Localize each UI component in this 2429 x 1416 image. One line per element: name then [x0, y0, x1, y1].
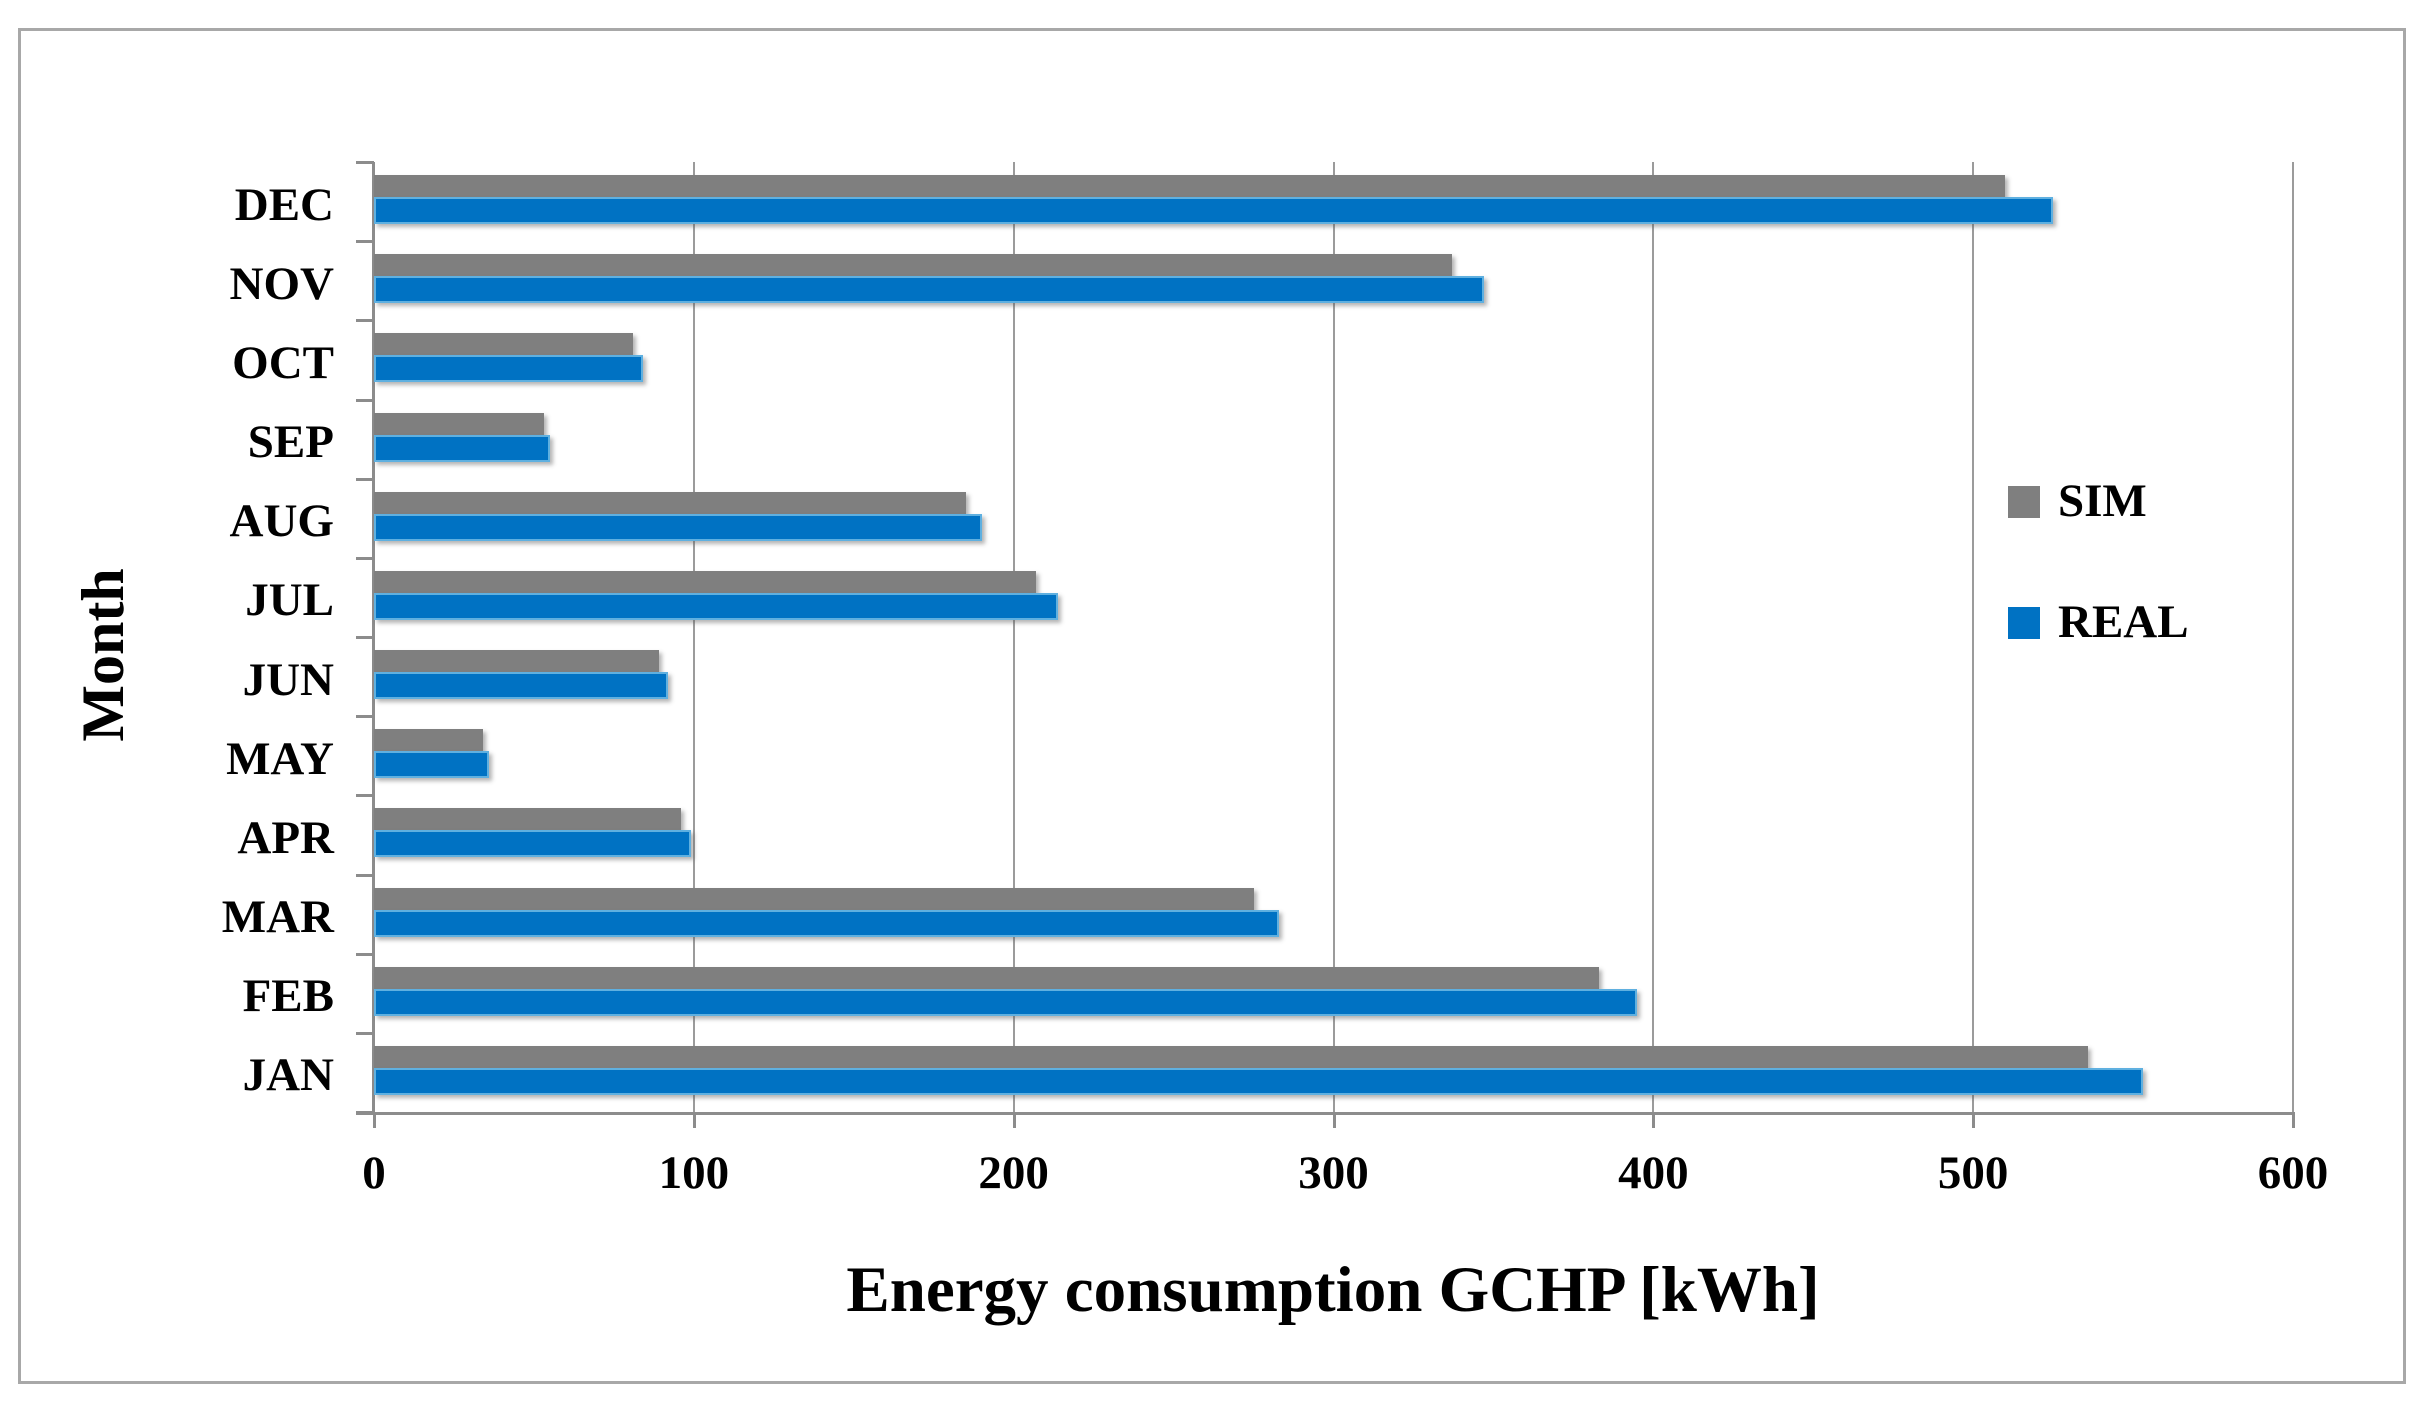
- bar-real-jul: [374, 592, 1059, 620]
- category-label-jan: JAN: [242, 1049, 334, 1102]
- category-label-apr: APR: [237, 811, 334, 864]
- x-tick-300: [1332, 1112, 1336, 1128]
- x-tick-label-600: 600: [2257, 1147, 2329, 1199]
- bar-sim-sep: [374, 412, 544, 435]
- legend-key-real-swatch: [2008, 606, 2040, 639]
- y-tick-6: [356, 636, 374, 639]
- category-label-mar: MAR: [221, 891, 334, 944]
- y-tick-4: [356, 477, 374, 481]
- figure-border: [18, 28, 2406, 1384]
- category-label-jul: JUL: [245, 574, 334, 627]
- bar-sim-jun: [374, 650, 659, 672]
- legend-label-real: REAL: [2058, 596, 2189, 648]
- gridline-600: [2292, 162, 2294, 1112]
- x-axis-line: [356, 1112, 2295, 1115]
- y-tick-7: [356, 715, 374, 719]
- category-label-feb: FEB: [242, 970, 334, 1023]
- gridline-400: [1652, 162, 1655, 1112]
- x-tick-0: [373, 1112, 376, 1128]
- bar-real-aug: [374, 513, 982, 541]
- gridline-200: [1012, 162, 1015, 1112]
- legend-item-sim: SIM: [2008, 478, 2189, 525]
- category-label-may: MAY: [226, 732, 334, 785]
- bar-real-dec: [374, 197, 2054, 224]
- legend-key-sim-swatch: [2008, 485, 2040, 518]
- bar-sim-apr: [374, 808, 682, 831]
- bar-sim-jan: [374, 1045, 2089, 1068]
- y-tick-2: [356, 319, 374, 323]
- bar-real-sep: [374, 434, 550, 462]
- x-tick-label-300: 300: [1298, 1147, 1369, 1199]
- bar-sim-may: [374, 729, 483, 752]
- x-tick-600: [2292, 1112, 2295, 1128]
- bar-sim-mar: [374, 887, 1254, 910]
- gridline-100: [692, 162, 695, 1112]
- legend-label-sim: SIM: [2058, 475, 2147, 527]
- y-tick-12: [356, 1111, 374, 1114]
- y-tick-11: [356, 1031, 374, 1035]
- bar-real-feb: [374, 988, 1638, 1016]
- bar-sim-feb: [374, 966, 1599, 989]
- x-tick-200: [1012, 1112, 1016, 1128]
- bar-sim-aug: [374, 491, 966, 514]
- y-tick-0: [356, 161, 374, 164]
- legend-item-real: REAL: [2008, 599, 2189, 646]
- bar-real-oct: [374, 355, 643, 383]
- bar-real-mar: [374, 909, 1280, 937]
- bar-real-nov: [374, 276, 1484, 304]
- category-label-aug: AUG: [229, 495, 334, 548]
- category-label-sep: SEP: [247, 416, 334, 469]
- x-axis-title: Energy consumption GCHP [kWh]: [846, 1254, 1820, 1326]
- x-tick-label-400: 400: [1618, 1147, 1689, 1199]
- y-tick-3: [356, 398, 374, 402]
- x-tick-400: [1652, 1112, 1656, 1128]
- category-label-dec: DEC: [234, 178, 334, 231]
- x-tick-label-200: 200: [978, 1147, 1049, 1199]
- x-tick-500: [1972, 1112, 1976, 1128]
- category-label-jun: JUN: [242, 653, 334, 706]
- y-tick-10: [356, 952, 374, 956]
- y-tick-5: [356, 556, 374, 560]
- bar-real-apr: [374, 830, 691, 858]
- bar-sim-jul: [374, 570, 1037, 593]
- category-label-oct: OCT: [232, 336, 334, 389]
- bar-real-may: [374, 751, 490, 779]
- x-tick-label-100: 100: [658, 1147, 730, 1199]
- bar-real-jan: [374, 1067, 2143, 1095]
- y-tick-8: [356, 794, 374, 798]
- legend: SIM REAL: [2008, 478, 2189, 720]
- bar-sim-dec: [374, 175, 2006, 197]
- y-tick-1: [356, 240, 374, 244]
- gridline-300: [1332, 162, 1335, 1112]
- x-tick-label-500: 500: [1937, 1147, 2009, 1199]
- x-tick-100: [692, 1112, 696, 1128]
- y-tick-9: [356, 873, 374, 877]
- category-label-nov: NOV: [229, 257, 334, 310]
- y-axis-title: Month: [70, 568, 136, 742]
- bar-sim-nov: [374, 254, 1452, 277]
- bar-real-jun: [374, 672, 669, 699]
- gridline-500: [1972, 162, 1975, 1112]
- bar-sim-oct: [374, 333, 634, 356]
- x-tick-label-0: 0: [362, 1147, 386, 1199]
